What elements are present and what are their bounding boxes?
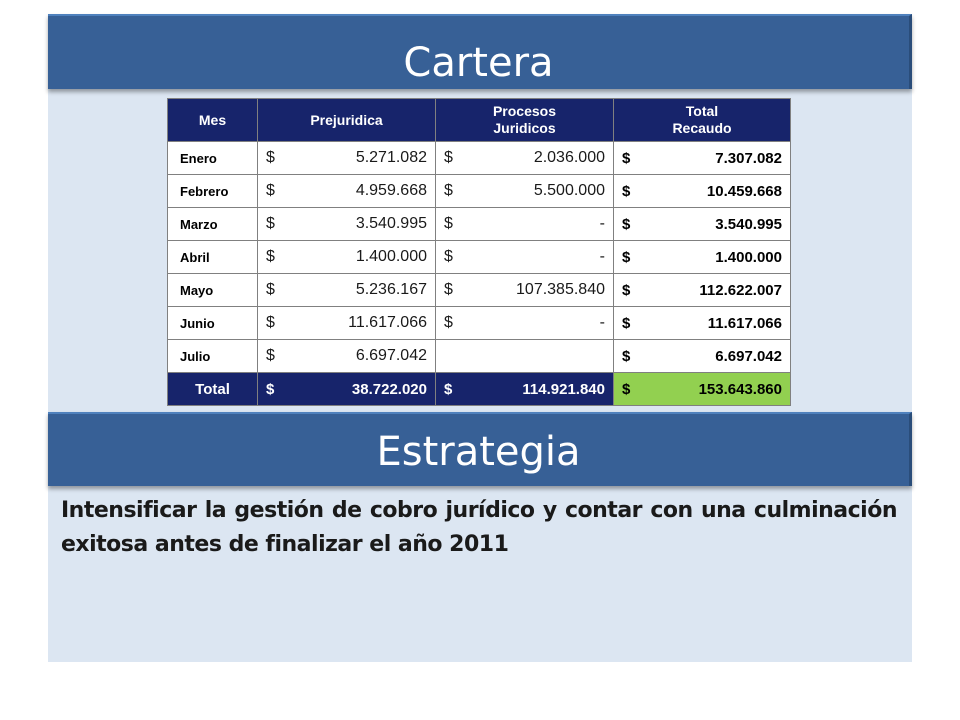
prejuridica-cell-value: 6.697.042 [355,347,427,364]
table-row: Enero $5.271.082 $2.036.000 $7.307.082 [167,141,791,175]
month-cell: Mayo [167,273,258,307]
prejuridica-cell: $11.617.066 [257,306,436,340]
procesos-cell-value: - [599,215,605,232]
currency-symbol: $ [444,182,453,199]
procesos-cell-value: - [599,248,605,265]
currency-symbol: $ [622,149,631,167]
prejuridica-cell-value: 3.540.995 [355,215,427,232]
table-row: Mayo $5.236.167 $107.385.840 $112.622.007 [167,273,791,307]
cartera-banner: Cartera [48,14,912,89]
currency-symbol: $ [266,281,275,298]
prejuridica-cell: $6.697.042 [257,339,436,373]
table-header-row: Mes Prejuridica Procesos Juridicos Total R… [167,98,791,142]
currency-symbol: $ [622,215,631,233]
procesos-cell: $ - [435,207,614,241]
table-row: Julio $6.697.042 $6.697.042 [167,339,791,373]
total-prejuridica-cell: $38.722.020 [257,372,436,406]
procesos-cell: $107.385.840 [435,273,614,307]
procesos-cell: $ - [435,306,614,340]
month-cell: Enero [167,141,258,175]
procesos-cell [435,339,614,373]
currency-symbol: $ [622,248,631,266]
prejuridica-cell-value: 4.959.668 [355,182,427,199]
currency-symbol: $ [444,281,453,298]
currency-symbol: $ [266,347,275,364]
procesos-cell-value: 107.385.840 [516,281,605,298]
total-label: Total [167,372,258,406]
total-recaudo-cell: $1.400.000 [613,240,791,274]
currency-symbol: $ [266,182,275,199]
grand-total-cell-value: 153.643.860 [698,380,782,398]
cartera-title: Cartera [403,40,554,86]
total-recaudo-cell: $10.459.668 [613,174,791,208]
procesos-cell-value: 2.036.000 [533,149,605,166]
total-recaudo-cell-value: 1.400.000 [715,248,782,266]
month-cell: Febrero [167,174,258,208]
procesos-cell: $5.500.000 [435,174,614,208]
total-recaudo-cell-value: 10.459.668 [706,182,782,200]
currency-symbol: $ [266,380,275,398]
header-prejuridica: Prejuridica [257,98,436,142]
month-cell: Abril [167,240,258,274]
total-recaudo-cell-value: 7.307.082 [715,149,782,167]
total-procesos-cell: $114.921.840 [435,372,614,406]
strategy-text: Intensificar la gestión de cobro jurídic… [61,498,898,557]
total-recaudo-cell: $3.540.995 [613,207,791,241]
currency-symbol: $ [444,380,453,398]
currency-symbol: $ [266,314,275,331]
currency-symbol: $ [444,215,453,232]
currency-symbol: $ [266,248,275,265]
table-row: Febrero $4.959.668 $5.500.000 $10.459.668 [167,174,791,208]
total-recaudo-cell: $6.697.042 [613,339,791,373]
currency-symbol: $ [622,314,631,332]
prejuridica-cell: $1.400.000 [257,240,436,274]
currency-symbol: $ [444,149,453,166]
prejuridica-cell-value: 5.271.082 [355,149,427,166]
currency-symbol: $ [444,248,453,265]
total-recaudo-cell-value: 6.697.042 [715,347,782,365]
currency-symbol: $ [266,149,275,166]
month-cell: Junio [167,306,258,340]
table-row: Marzo $3.540.995 $ - $3.540.995 [167,207,791,241]
prejuridica-cell: $4.959.668 [257,174,436,208]
total-recaudo-cell-value: 112.622.007 [699,281,782,299]
table-row: Junio $11.617.066 $ - $11.617.066 [167,306,791,340]
table-row: Abril $1.400.000 $ - $1.400.000 [167,240,791,274]
total-recaudo-cell: $7.307.082 [613,141,791,175]
header-procesos: Procesos Juridicos [435,98,614,142]
currency-symbol: $ [266,215,275,232]
prejuridica-cell-value: 5.236.167 [355,281,427,298]
month-cell: Marzo [167,207,258,241]
cartera-table: Mes Prejuridica Procesos Juridicos Total R… [167,98,791,406]
prejuridica-cell-value: 1.400.000 [355,248,427,265]
estrategia-title: Estrategia [376,429,581,475]
currency-symbol: $ [622,380,631,398]
procesos-cell-value: - [599,314,605,331]
prejuridica-cell: $3.540.995 [257,207,436,241]
procesos-cell: $2.036.000 [435,141,614,175]
total-procesos-cell-value: 114.921.840 [522,380,605,398]
header-mes: Mes [167,98,258,142]
total-recaudo-cell: $11.617.066 [613,306,791,340]
prejuridica-cell-value: 11.617.066 [348,314,427,331]
total-row: Total $38.722.020 $114.921.840 $153.643.860 [167,372,791,406]
prejuridica-cell: $5.271.082 [257,141,436,175]
total-recaudo-cell: $112.622.007 [613,273,791,307]
procesos-cell-value: 5.500.000 [533,182,605,199]
total-prejuridica-cell-value: 38.722.020 [351,380,427,398]
month-cell: Julio [167,339,258,373]
grand-total-cell: $153.643.860 [613,372,791,406]
currency-symbol: $ [444,314,453,331]
prejuridica-cell: $5.236.167 [257,273,436,307]
total-recaudo-cell-value: 3.540.995 [715,215,782,233]
estrategia-banner: Estrategia [48,412,912,486]
header-total-recaudo: Total Recaudo [613,98,791,142]
currency-symbol: $ [622,347,631,365]
currency-symbol: $ [622,182,631,200]
total-recaudo-cell-value: 11.617.066 [707,314,782,332]
currency-symbol: $ [622,281,631,299]
procesos-cell: $ - [435,240,614,274]
